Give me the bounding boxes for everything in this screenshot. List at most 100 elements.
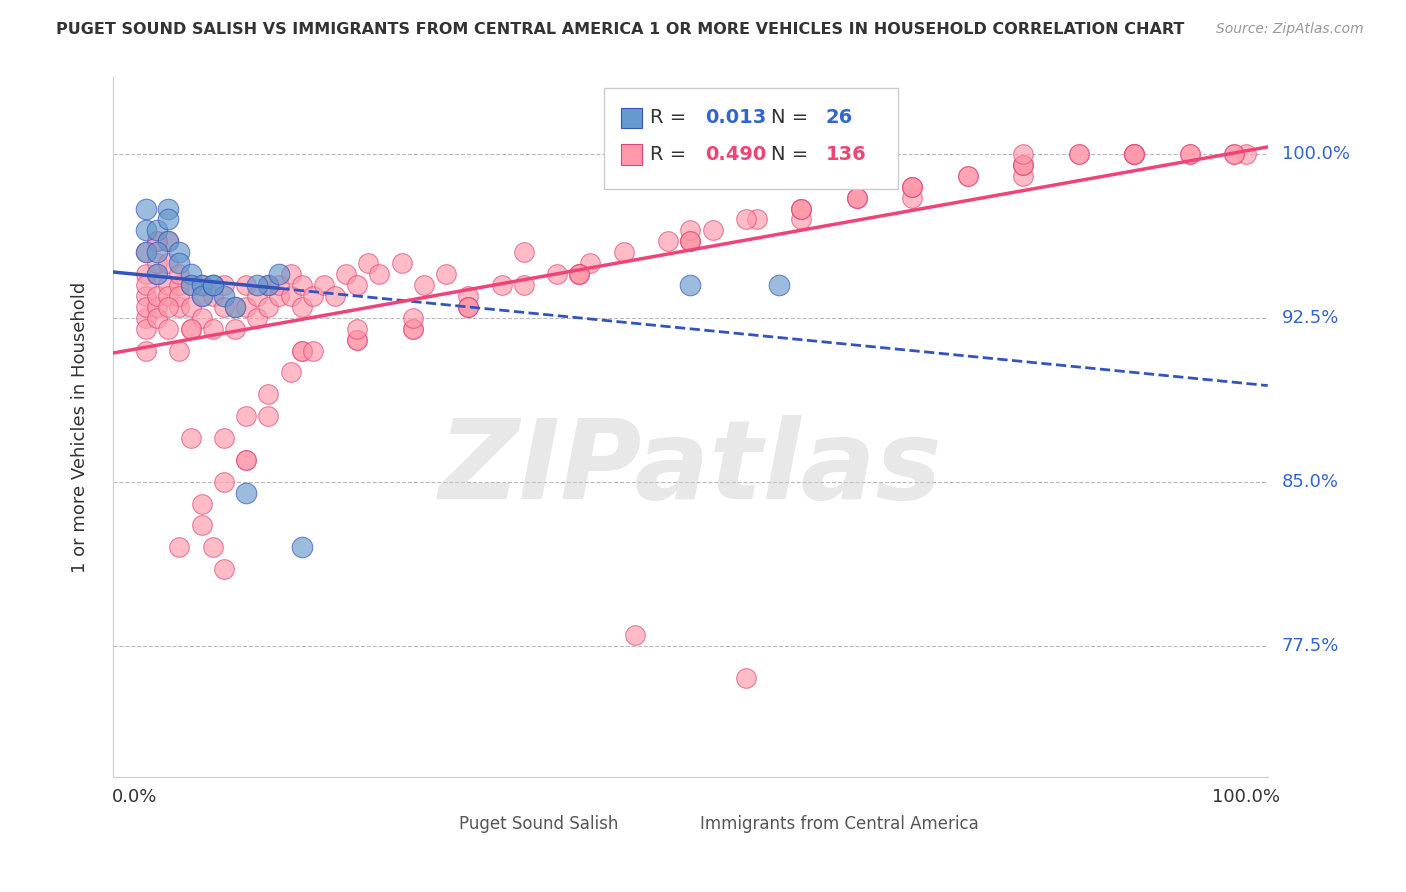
Point — [180, 267, 202, 281]
Point — [623, 627, 645, 641]
Point — [224, 300, 246, 314]
Point — [246, 278, 269, 293]
Point — [146, 289, 169, 303]
Point — [269, 267, 291, 281]
Point — [679, 235, 702, 249]
Point — [301, 343, 323, 358]
Point — [157, 235, 180, 249]
Point — [457, 300, 479, 314]
Point — [402, 322, 425, 336]
Point — [146, 245, 169, 260]
Point — [169, 278, 191, 293]
Point — [491, 278, 513, 293]
Point — [1123, 147, 1146, 161]
Point — [212, 289, 235, 303]
Text: ZIPatlas: ZIPatlas — [439, 416, 942, 523]
Point — [190, 518, 212, 533]
Point — [1123, 147, 1146, 161]
Point — [135, 278, 157, 293]
Point — [169, 245, 191, 260]
Point — [201, 322, 224, 336]
Point — [146, 267, 169, 281]
Point — [1223, 147, 1246, 161]
Point — [391, 256, 413, 270]
Point — [679, 223, 702, 237]
Point — [269, 289, 291, 303]
Point — [135, 300, 157, 314]
Point — [1012, 158, 1035, 172]
Point — [568, 267, 591, 281]
Point — [135, 289, 157, 303]
Point — [368, 267, 391, 281]
Point — [291, 278, 314, 293]
Point — [190, 496, 212, 510]
Point — [157, 300, 180, 314]
Point — [1012, 158, 1035, 172]
Point — [157, 212, 180, 227]
Point — [291, 300, 314, 314]
Point — [845, 191, 868, 205]
Point — [180, 278, 202, 293]
Point — [235, 278, 257, 293]
Point — [845, 191, 868, 205]
Text: 0.013: 0.013 — [706, 108, 766, 127]
Point — [257, 409, 280, 423]
Point — [157, 289, 180, 303]
Point — [346, 322, 368, 336]
Point — [312, 278, 335, 293]
Point — [157, 256, 180, 270]
Point — [1223, 147, 1246, 161]
Point — [135, 310, 157, 325]
Point — [1123, 147, 1146, 161]
Point — [402, 310, 425, 325]
Point — [246, 289, 269, 303]
Point — [180, 431, 202, 445]
Point — [190, 278, 212, 293]
Point — [568, 267, 591, 281]
Point — [224, 300, 246, 314]
Point — [180, 322, 202, 336]
Point — [190, 310, 212, 325]
Point — [135, 322, 157, 336]
Point — [257, 387, 280, 401]
Text: R =: R = — [650, 145, 692, 164]
Point — [1178, 147, 1201, 161]
Point — [568, 267, 591, 281]
Point — [357, 256, 380, 270]
Point — [224, 322, 246, 336]
Point — [180, 322, 202, 336]
Point — [135, 343, 157, 358]
Bar — [742, 799, 770, 819]
Point — [768, 278, 790, 293]
Point — [1178, 147, 1201, 161]
Point — [235, 485, 257, 500]
Point — [157, 322, 180, 336]
Point — [146, 267, 169, 281]
Point — [269, 278, 291, 293]
Text: R =: R = — [650, 108, 692, 127]
Point — [146, 310, 169, 325]
Point — [679, 278, 702, 293]
Text: 26: 26 — [825, 108, 852, 127]
Bar — [621, 108, 641, 128]
Point — [235, 409, 257, 423]
Point — [434, 267, 457, 281]
Point — [901, 179, 924, 194]
Text: Puget Sound Salish: Puget Sound Salish — [439, 815, 619, 833]
Text: N =: N = — [770, 108, 814, 127]
Point — [291, 343, 314, 358]
Text: PUGET SOUND SALISH VS IMMIGRANTS FROM CENTRAL AMERICA 1 OR MORE VEHICLES IN HOUS: PUGET SOUND SALISH VS IMMIGRANTS FROM CE… — [56, 22, 1185, 37]
Text: 77.5%: 77.5% — [1282, 637, 1339, 655]
Point — [235, 452, 257, 467]
FancyBboxPatch shape — [603, 88, 898, 189]
Point — [457, 300, 479, 314]
Point — [335, 267, 357, 281]
Point — [201, 278, 224, 293]
Point — [346, 333, 368, 347]
Point — [845, 191, 868, 205]
Text: 100.0%: 100.0% — [1282, 145, 1350, 163]
Point — [679, 235, 702, 249]
Point — [201, 289, 224, 303]
Point — [257, 278, 280, 293]
Point — [235, 300, 257, 314]
